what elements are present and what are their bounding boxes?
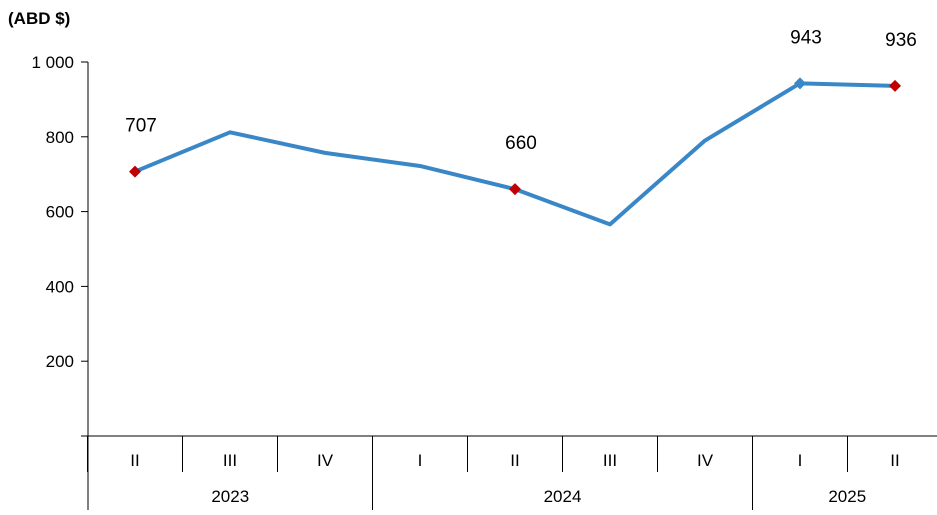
x-tick-label: II [510,451,519,470]
markers-group: 707 660 943 936 [125,27,917,196]
x-tick-label: III [603,451,617,470]
year-label: 2024 [544,487,582,506]
data-label: 707 [125,116,157,137]
x-tick-label: I [798,451,803,470]
data-label: 943 [790,27,822,48]
year-label: 2023 [211,487,249,506]
x-tick-label: II [130,451,139,470]
x-tick-label: II [890,451,899,470]
y-tick-label: 600 [46,203,74,222]
x-tick-label: IV [317,451,334,470]
y-axis: 200 400 600 800 1 000 [31,53,89,437]
data-point-marker [794,77,806,90]
y-tick-label: 1 000 [31,53,74,72]
data-label: 936 [885,30,917,51]
x-tick-label: IV [697,451,714,470]
y-tick-label: 200 [46,352,74,371]
x-tick-label: I [418,451,423,470]
y-tick-label: 800 [46,128,74,147]
data-point-marker [889,79,901,92]
y-tick-label: 400 [46,277,74,296]
x-tick-label: III [223,451,237,470]
year-label: 2025 [828,487,866,506]
unit-label: (ABD $) [8,9,70,28]
data-label: 660 [505,133,537,154]
data-point-marker [129,165,141,178]
data-point-marker [509,183,521,196]
